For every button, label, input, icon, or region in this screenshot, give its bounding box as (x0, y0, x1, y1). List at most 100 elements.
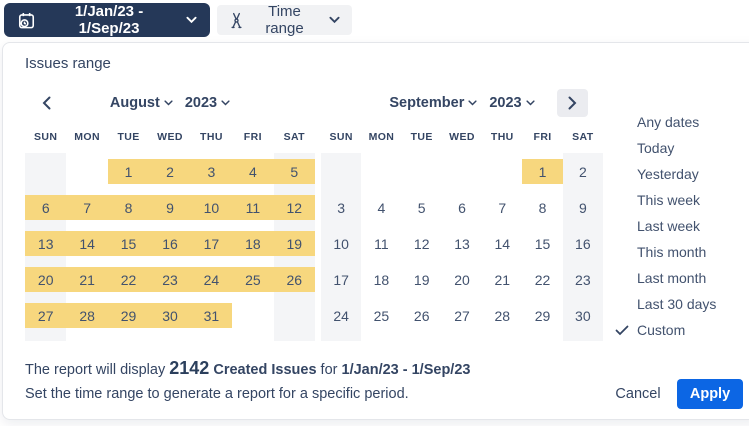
calendar-day[interactable]: 6 (25, 195, 67, 220)
calendar-day[interactable]: 12 (413, 235, 430, 252)
weekend-shading (321, 153, 603, 341)
calendar-day[interactable]: 20 (25, 267, 67, 292)
calendar-day[interactable]: 27 (454, 307, 470, 324)
calendar-day-empty (321, 159, 361, 184)
calendar-day[interactable]: 13 (25, 231, 67, 256)
cancel-button[interactable]: Cancel (605, 379, 671, 409)
calendar-day[interactable]: 5 (273, 159, 315, 184)
scissors-icon (229, 12, 244, 29)
calendar-day[interactable]: 8 (107, 195, 150, 220)
preset-label: This week (637, 192, 701, 208)
calendar-day[interactable]: 1 (522, 159, 563, 184)
summary-prefix: The report will display (25, 362, 166, 378)
time-range-button[interactable]: Time range (217, 3, 352, 37)
calendar-day[interactable]: 17 (190, 231, 233, 256)
calendar-day[interactable]: 21 (494, 271, 511, 288)
calendar-day-empty (361, 159, 401, 184)
calendar-day[interactable]: 29 (107, 303, 150, 328)
calendar-day[interactable]: 31 (190, 303, 233, 328)
calendar-day[interactable]: 25 (232, 267, 274, 292)
year-select[interactable]: 2023 (489, 95, 535, 111)
calendar-day[interactable]: 24 (333, 307, 349, 324)
calendar-day[interactable]: 2 (149, 159, 191, 184)
apply-button[interactable]: Apply (677, 379, 743, 409)
calendar-day[interactable]: 15 (107, 231, 150, 256)
calendar-day[interactable]: 22 (534, 271, 551, 288)
preset-option-today[interactable]: Today (615, 135, 735, 161)
calendar-day[interactable]: 7 (498, 199, 507, 216)
calendar-day[interactable]: 12 (273, 195, 315, 220)
day-of-week-row: SUN MON TUE WED THU FRI SAT (321, 131, 603, 143)
calendar-day[interactable]: 14 (494, 235, 511, 252)
calendar-day[interactable]: 4 (377, 199, 386, 216)
calendar-day[interactable]: 28 (494, 307, 511, 324)
calendar-day[interactable]: 16 (149, 231, 191, 256)
calendar-day[interactable]: 18 (232, 231, 274, 256)
calendar-day[interactable]: 30 (575, 307, 591, 324)
preset-option-this-week[interactable]: This week (615, 187, 735, 213)
calendar-day[interactable]: 5 (417, 199, 426, 216)
calendar-day[interactable]: 6 (458, 199, 466, 216)
calendar-day[interactable]: 30 (149, 303, 191, 328)
calendar-day[interactable]: 23 (149, 267, 191, 292)
preset-option-custom[interactable]: Custom (615, 317, 735, 343)
calendar-day[interactable]: 2 (578, 163, 587, 180)
preset-option-any-dates[interactable]: Any dates (615, 109, 735, 135)
calendar-day[interactable]: 1 (107, 159, 150, 184)
calendar-day[interactable]: 21 (66, 267, 108, 292)
preset-option-yesterday[interactable]: Yesterday (615, 161, 735, 187)
calendar-day[interactable]: 11 (374, 235, 389, 252)
calendar-day[interactable]: 17 (333, 271, 349, 288)
calendar-day[interactable]: 10 (190, 195, 233, 220)
calendar-day[interactable]: 16 (575, 235, 591, 252)
calendar-day[interactable]: 8 (538, 199, 547, 216)
calendar-day[interactable]: 3 (337, 199, 346, 216)
calendar-day[interactable]: 19 (273, 231, 315, 256)
day-of-week-label: THU (200, 131, 223, 143)
calendar-day[interactable]: 3 (190, 159, 233, 184)
calendar-day[interactable]: 18 (373, 271, 390, 288)
preset-option-last-30-days[interactable]: Last 30 days (615, 291, 735, 317)
month-select[interactable]: August (110, 95, 173, 111)
calendar-day[interactable]: 26 (273, 267, 315, 292)
calendar-day-empty (442, 159, 482, 184)
preset-option-last-week[interactable]: Last week (615, 213, 735, 239)
calendar-day[interactable]: 14 (66, 231, 108, 256)
month-select[interactable]: September (389, 95, 477, 111)
chevron-down-icon (329, 16, 340, 24)
next-month-button[interactable] (557, 89, 588, 117)
calendar-day[interactable]: 28 (66, 303, 108, 328)
calendar-day[interactable]: 27 (25, 303, 67, 328)
calendar-day[interactable]: 7 (66, 195, 108, 220)
calendar-day[interactable]: 25 (373, 307, 390, 324)
calendar-day[interactable]: 19 (413, 271, 430, 288)
calendar-day[interactable]: 9 (578, 199, 587, 216)
calendar-day[interactable]: 20 (454, 271, 470, 288)
calendar-day[interactable]: 22 (107, 267, 150, 292)
calendar-day[interactable]: 13 (454, 235, 470, 252)
chevron-down-icon (468, 100, 477, 106)
calendar-day[interactable]: 23 (575, 271, 591, 288)
summary-range: 1/Jan/23 - 1/Sep/23 (341, 362, 471, 378)
date-range-button[interactable]: 1/Jan/23 - 1/Sep/23 (4, 3, 210, 37)
previous-month-button[interactable] (31, 89, 61, 117)
preset-option-this-month[interactable]: This month (615, 239, 735, 265)
day-of-week-row: SUN MON TUE WED THU FRI SAT (25, 131, 315, 143)
preset-label: Last 30 days (637, 296, 717, 312)
day-of-week-label: SAT (283, 131, 305, 143)
calendar-day-empty (482, 159, 522, 184)
calendar-day[interactable]: 11 (232, 195, 274, 220)
calendar-day[interactable]: 24 (190, 267, 233, 292)
calendar-day[interactable]: 29 (534, 307, 551, 324)
calendar-day[interactable]: 10 (333, 235, 349, 252)
calendar-day[interactable]: 15 (534, 235, 551, 252)
year-select[interactable]: 2023 (185, 95, 230, 111)
day-of-week-label: SAT (572, 131, 594, 143)
calendar-day-empty (232, 303, 273, 328)
issues-range-panel: Issues range August 2023 September 2023 (2, 42, 749, 420)
chevron-down-icon (164, 100, 173, 106)
calendar-day[interactable]: 26 (413, 307, 430, 324)
calendar-day[interactable]: 9 (149, 195, 191, 220)
calendar-day[interactable]: 4 (232, 159, 274, 184)
preset-option-last-month[interactable]: Last month (615, 265, 735, 291)
